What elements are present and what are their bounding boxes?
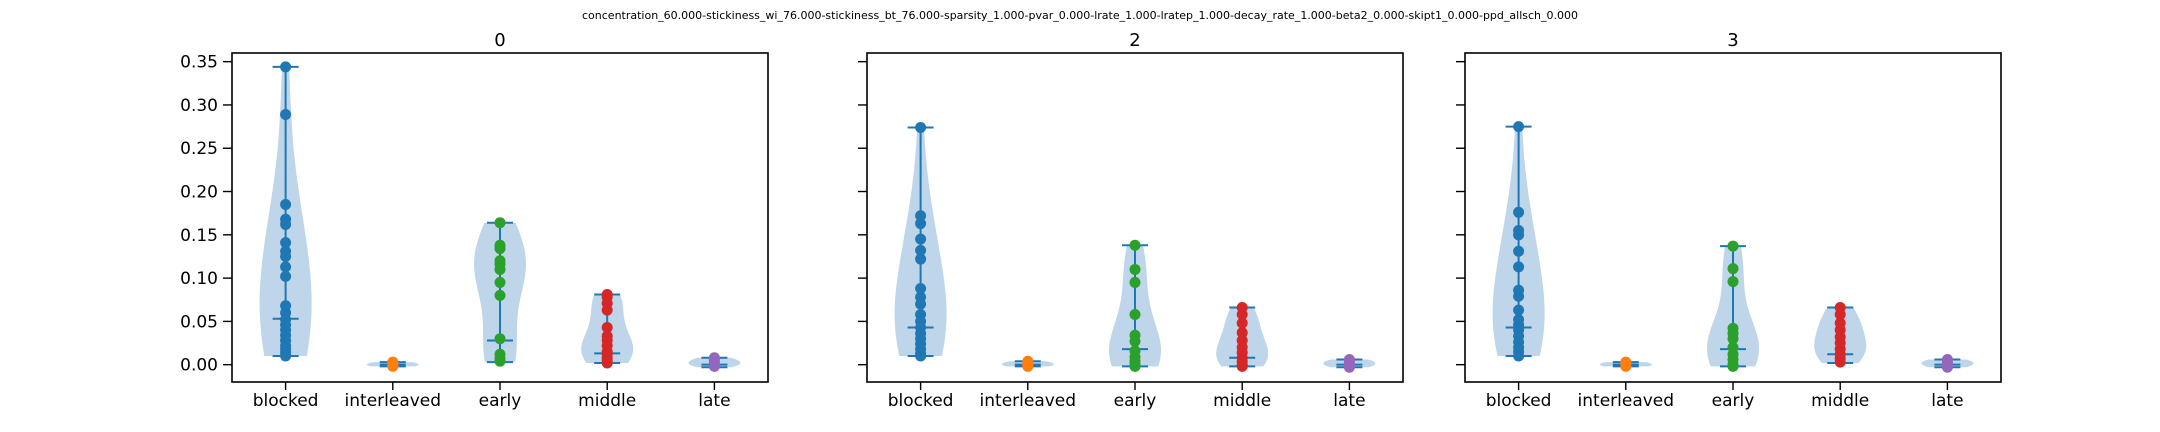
data-point-early (494, 333, 506, 345)
xtick-label-middle: middle (578, 391, 636, 411)
data-point-blocked (280, 261, 292, 273)
data-point-blocked (915, 233, 927, 245)
data-point-early (1129, 239, 1141, 251)
data-point-early (1129, 335, 1141, 347)
data-point-blocked (1513, 290, 1525, 302)
data-point-middle (1834, 308, 1846, 320)
data-point-blocked (1513, 261, 1525, 273)
ytick-label: 0.20 (180, 183, 218, 203)
xtick-label-interleaved: interleaved (980, 391, 1077, 411)
data-point-early (1727, 276, 1739, 288)
data-point-blocked (1513, 121, 1525, 133)
data-point-blocked (280, 270, 292, 282)
xtick-label-interleaved: interleaved (1578, 391, 1675, 411)
panel-2: 2 blocked interleaved early middle late (858, 30, 1404, 411)
data-point-early (494, 243, 506, 255)
data-point-early (494, 276, 506, 288)
data-point-early (494, 263, 506, 275)
data-point-blocked (915, 121, 927, 133)
data-point-middle (601, 304, 613, 316)
data-point-blocked (1513, 245, 1525, 257)
data-point-blocked (915, 350, 927, 362)
data-point-middle (601, 321, 613, 333)
figure-suptitle: concentration_60.000-stickiness_wi_76.00… (582, 9, 1578, 22)
data-point-middle (1236, 360, 1248, 372)
data-point-blocked (915, 298, 927, 310)
panel-title: 2 (1129, 30, 1140, 51)
data-point-blocked (915, 218, 927, 230)
data-point-middle (1834, 356, 1846, 368)
data-point-late (1941, 361, 1953, 373)
ytick-label: 0.25 (180, 139, 218, 159)
data-point-blocked (280, 237, 292, 249)
xtick-label-early: early (1712, 391, 1755, 411)
xtick-label-late: late (1931, 391, 1963, 411)
data-point-middle (1236, 308, 1248, 320)
xtick-label-blocked: blocked (888, 391, 954, 411)
data-point-blocked (1513, 350, 1525, 362)
xtick-label-late: late (698, 391, 730, 411)
data-point-early (1129, 360, 1141, 372)
data-point-early (1129, 263, 1141, 275)
data-point-middle (1236, 317, 1248, 329)
ytick-label: 0.30 (180, 96, 218, 116)
data-point-blocked (1513, 304, 1525, 316)
xtick-label-middle: middle (1213, 391, 1271, 411)
ytick-label: 0.05 (180, 312, 218, 332)
data-point-blocked (915, 282, 927, 294)
data-point-middle (1236, 327, 1248, 339)
ytick-label: 0.00 (180, 356, 218, 376)
data-point-early (1129, 308, 1141, 320)
panel-0: 0 0.00 0.05 0.10 0.15 0.20 0.25 0.30 0.35 blocked… (180, 30, 769, 411)
data-point-late (708, 360, 720, 372)
data-point-early (1727, 360, 1739, 372)
data-point-blocked (280, 108, 292, 120)
xtick-label-blocked: blocked (253, 391, 319, 411)
panel-3: 3 blocked interleaved early middle late (1456, 30, 2002, 411)
data-point-early (1727, 240, 1739, 252)
data-point-interleaved (387, 360, 399, 372)
data-point-early (494, 289, 506, 301)
data-point-early (1129, 276, 1141, 288)
ytick-label: 0.15 (180, 226, 218, 246)
data-point-blocked (915, 244, 927, 256)
data-point-interleaved (1022, 360, 1034, 372)
data-point-blocked (1513, 229, 1525, 241)
ytick-label: 0.35 (180, 53, 218, 73)
data-point-early (494, 355, 506, 367)
xtick-label-middle: middle (1811, 391, 1869, 411)
ytick-label: 0.10 (180, 269, 218, 289)
panels: 0 0.00 0.05 0.10 0.15 0.20 0.25 0.30 0.35 blocked… (180, 30, 2002, 411)
data-point-blocked (915, 253, 927, 265)
xtick-label-early: early (479, 391, 522, 411)
data-point-early (1727, 263, 1739, 275)
data-point-blocked (915, 210, 927, 222)
xtick-label-late: late (1333, 391, 1365, 411)
data-point-middle (601, 357, 613, 369)
data-point-interleaved (1620, 360, 1632, 372)
data-point-early (494, 217, 506, 229)
xtick-label-blocked: blocked (1486, 391, 1552, 411)
data-point-blocked (1513, 206, 1525, 218)
data-point-blocked (280, 350, 292, 362)
panel-title: 0 (494, 30, 505, 51)
data-point-blocked (280, 218, 292, 230)
data-point-blocked (280, 61, 292, 73)
data-point-early (1727, 333, 1739, 345)
data-point-blocked (280, 250, 292, 262)
data-point-blocked (280, 199, 292, 211)
xtick-label-early: early (1114, 391, 1157, 411)
xtick-label-interleaved: interleaved (345, 391, 442, 411)
panel-title: 3 (1727, 30, 1738, 51)
data-point-late (1343, 361, 1355, 373)
